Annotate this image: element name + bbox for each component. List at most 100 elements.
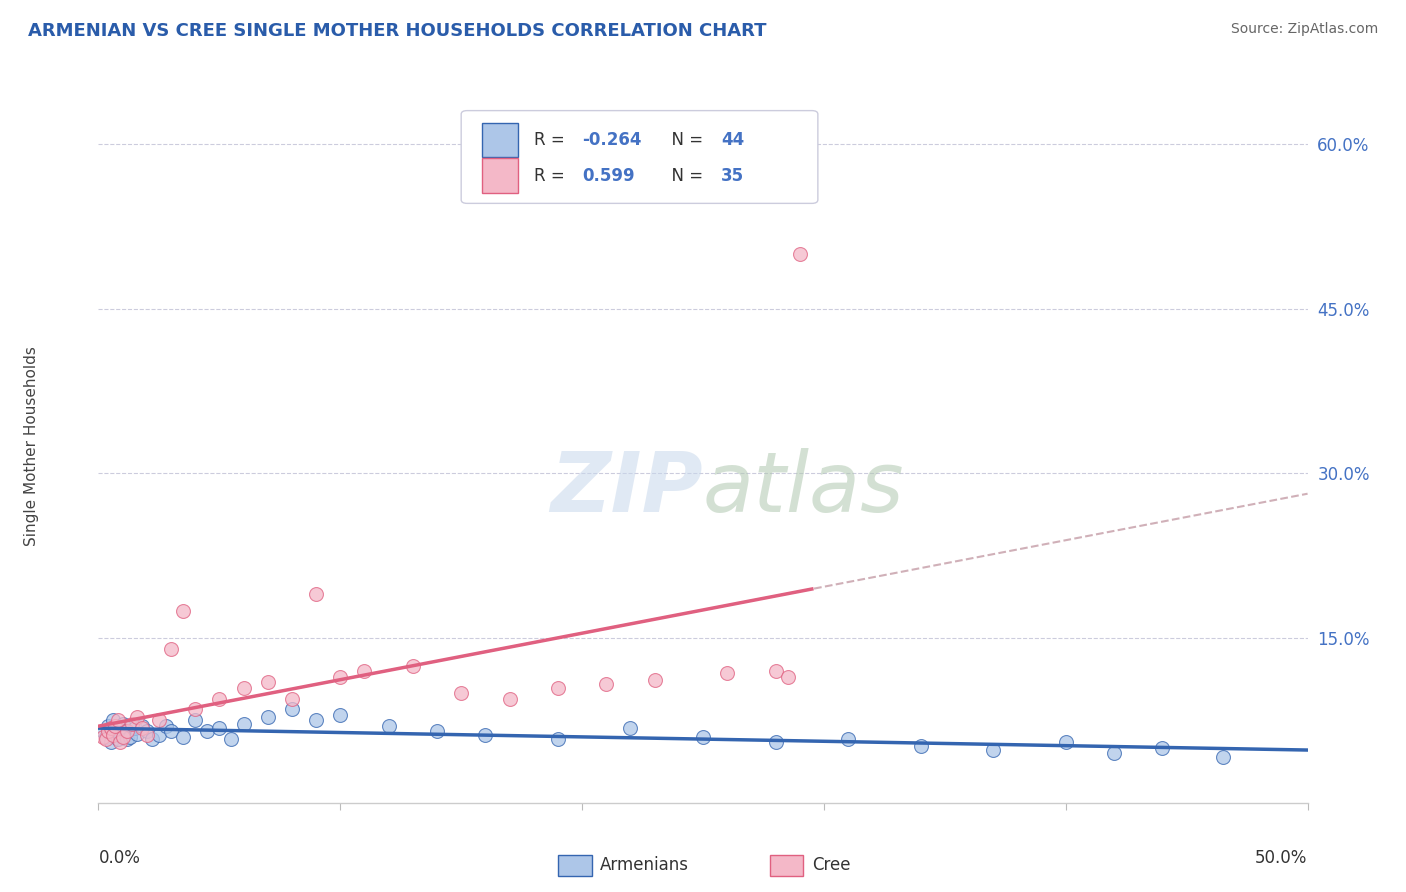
- Point: [208, 721, 231, 735]
- Point: [118, 730, 141, 744]
- Text: ARMENIAN VS CREE SINGLE MOTHER HOUSEHOLDS CORRELATION CHART: ARMENIAN VS CREE SINGLE MOTHER HOUSEHOLD…: [28, 22, 766, 40]
- Point: [474, 728, 496, 742]
- Text: -0.264: -0.264: [582, 131, 641, 149]
- Point: [329, 669, 352, 683]
- Text: 35: 35: [721, 167, 744, 185]
- Point: [111, 716, 134, 731]
- Point: [232, 681, 254, 695]
- Point: [127, 726, 149, 740]
- Point: [141, 732, 163, 747]
- Point: [256, 710, 278, 724]
- FancyBboxPatch shape: [461, 111, 818, 203]
- FancyBboxPatch shape: [482, 159, 517, 193]
- Point: [692, 730, 714, 744]
- Point: [114, 724, 136, 739]
- Point: [127, 710, 149, 724]
- Point: [402, 658, 425, 673]
- Point: [281, 691, 304, 706]
- Point: [716, 666, 738, 681]
- Point: [1152, 740, 1174, 755]
- Point: [981, 743, 1004, 757]
- Point: [160, 724, 183, 739]
- Point: [100, 735, 122, 749]
- Point: [91, 724, 114, 739]
- Point: [789, 247, 811, 261]
- Point: [117, 724, 139, 739]
- Point: [117, 732, 139, 747]
- Point: [172, 730, 194, 744]
- Text: Armenians: Armenians: [600, 856, 689, 874]
- Point: [776, 669, 799, 683]
- Text: Source: ZipAtlas.com: Source: ZipAtlas.com: [1230, 22, 1378, 37]
- Point: [1212, 749, 1234, 764]
- FancyBboxPatch shape: [769, 855, 803, 876]
- Point: [107, 732, 129, 747]
- Point: [135, 724, 157, 739]
- Point: [498, 691, 520, 706]
- Point: [221, 732, 243, 747]
- Point: [329, 708, 352, 723]
- Point: [305, 587, 328, 601]
- Point: [148, 714, 170, 728]
- Point: [107, 714, 129, 728]
- Point: [595, 677, 617, 691]
- Point: [160, 642, 183, 657]
- Point: [305, 714, 328, 728]
- Point: [232, 716, 254, 731]
- Point: [184, 702, 207, 716]
- Point: [547, 732, 569, 747]
- Point: [94, 732, 117, 747]
- Point: [619, 721, 641, 735]
- Point: [1054, 735, 1077, 749]
- Text: R =: R =: [534, 167, 575, 185]
- Point: [101, 728, 124, 742]
- Point: [94, 730, 117, 744]
- Point: [91, 730, 114, 744]
- Point: [644, 673, 666, 687]
- Point: [765, 664, 787, 678]
- Text: ZIP: ZIP: [550, 449, 703, 529]
- Point: [765, 735, 787, 749]
- Point: [547, 681, 569, 695]
- Text: 50.0%: 50.0%: [1256, 849, 1308, 867]
- Point: [426, 724, 449, 739]
- Point: [256, 675, 278, 690]
- Point: [111, 730, 134, 744]
- Point: [155, 719, 177, 733]
- Point: [184, 714, 207, 728]
- Point: [195, 724, 218, 739]
- Point: [450, 686, 472, 700]
- Point: [108, 728, 131, 742]
- FancyBboxPatch shape: [558, 855, 592, 876]
- Point: [104, 719, 127, 733]
- Text: 0.0%: 0.0%: [98, 849, 141, 867]
- Text: N =: N =: [661, 131, 709, 149]
- Point: [148, 728, 170, 742]
- Point: [100, 721, 122, 735]
- Point: [1102, 747, 1125, 761]
- Text: atlas: atlas: [703, 449, 904, 529]
- FancyBboxPatch shape: [482, 123, 517, 157]
- Point: [108, 735, 131, 749]
- Text: 44: 44: [721, 131, 744, 149]
- Point: [97, 724, 120, 739]
- Point: [121, 716, 143, 731]
- Point: [910, 739, 932, 753]
- Point: [208, 691, 231, 706]
- Point: [101, 714, 124, 728]
- Point: [131, 721, 153, 735]
- Text: 0.599: 0.599: [582, 167, 634, 185]
- Text: R =: R =: [534, 131, 569, 149]
- Point: [172, 604, 194, 618]
- Text: Cree: Cree: [811, 856, 851, 874]
- Text: Single Mother Households: Single Mother Households: [24, 346, 39, 546]
- Point: [377, 719, 399, 733]
- Text: N =: N =: [661, 167, 709, 185]
- Point: [837, 732, 859, 747]
- Point: [353, 664, 375, 678]
- Point: [97, 719, 120, 733]
- Point: [281, 702, 304, 716]
- Point: [135, 728, 157, 742]
- Point: [131, 719, 153, 733]
- Point: [104, 721, 127, 735]
